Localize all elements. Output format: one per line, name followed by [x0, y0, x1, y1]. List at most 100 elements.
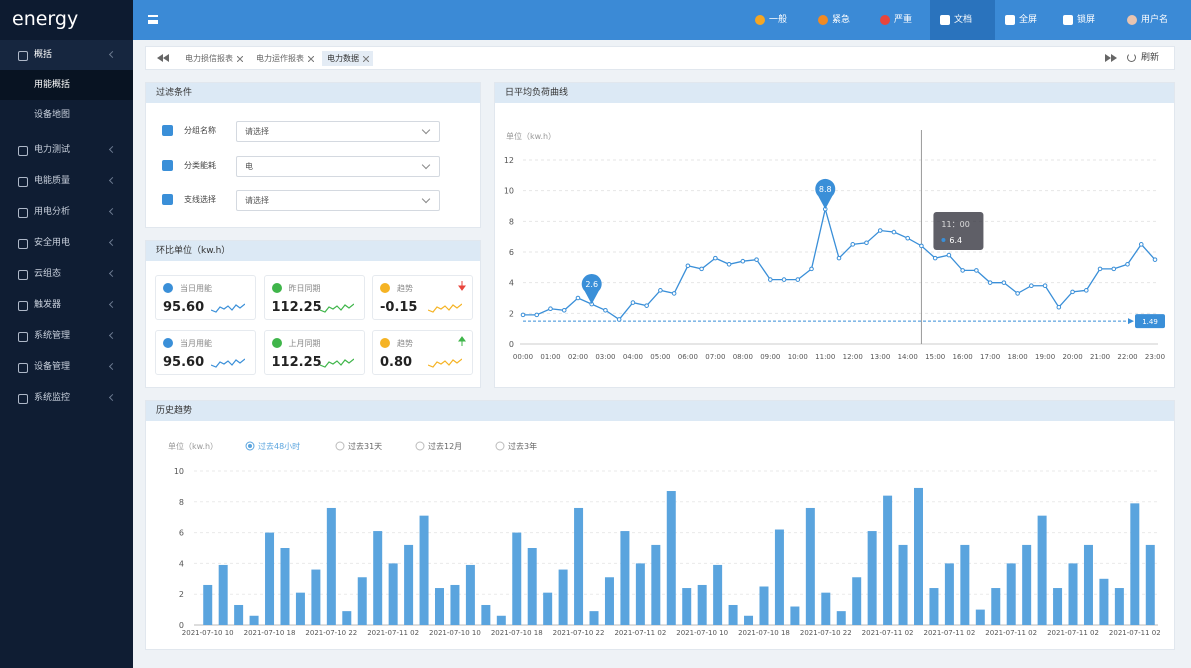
nav-icon: [755, 14, 765, 25]
tooltip-value: 6.4: [949, 236, 962, 245]
radio[interactable]: [495, 441, 505, 451]
sparkline: [428, 303, 462, 313]
tab-prev[interactable]: [157, 54, 169, 62]
menu-icon: [18, 332, 28, 342]
tab-close[interactable]: [363, 56, 369, 62]
menu-icon: [18, 177, 28, 187]
point: [658, 288, 663, 293]
point: [891, 229, 897, 235]
point: [974, 268, 979, 273]
stat-card: 趋势 -0.15: [372, 275, 473, 320]
bar: [203, 584, 213, 625]
y-tick-label: 8: [179, 498, 184, 507]
nav-item[interactable]: 紧急: [818, 0, 850, 40]
x-tick-label: 2021-07-11 02: [985, 629, 1037, 637]
x-tick-label: 05:00: [650, 353, 670, 361]
point: [671, 291, 677, 296]
point: [740, 258, 746, 264]
point: [575, 295, 581, 301]
radio[interactable]: [335, 441, 345, 451]
x-tick-label: 11:00: [815, 353, 835, 361]
tab-next[interactable]: [1105, 54, 1117, 62]
bar: [265, 532, 275, 625]
x-tick-label: 01:00: [540, 353, 560, 361]
sparkline: [428, 358, 462, 368]
point: [754, 257, 759, 262]
point: [644, 303, 649, 308]
nav-label: 用户名: [1141, 15, 1169, 25]
menu-item[interactable]: 触发器: [0, 290, 133, 320]
point: [768, 277, 773, 282]
submenu-item[interactable]: 设备地图: [34, 110, 71, 120]
menu-item[interactable]: 用电分析: [0, 197, 133, 227]
bar: [295, 592, 305, 625]
refresh[interactable]: 刷新: [1127, 51, 1159, 66]
submenu-item[interactable]: 用能概括: [0, 70, 133, 100]
nav-item[interactable]: 严重: [880, 0, 912, 40]
menu-item[interactable]: 安全用电: [0, 228, 133, 258]
y-tick-label: 4: [509, 279, 514, 288]
tab-close[interactable]: [308, 56, 314, 62]
filter-select[interactable]: 请选择: [236, 121, 440, 142]
bar: [249, 615, 259, 625]
nav-item[interactable]: 用户名: [1127, 0, 1168, 40]
point: [630, 300, 636, 305]
tab[interactable]: 电力运作报表: [251, 51, 318, 66]
nav-item[interactable]: 锁屏: [1063, 0, 1095, 40]
menu-item[interactable]: 设备管理: [0, 352, 133, 382]
sparkline: [319, 358, 354, 368]
x-tick-label: 2021-07-11 02: [1109, 629, 1161, 637]
bar: [821, 592, 831, 625]
menu-item[interactable]: 电力测试: [0, 135, 133, 165]
y-tick-label: 10: [504, 187, 514, 196]
bar: [836, 611, 846, 625]
menu-icon: [18, 394, 28, 404]
point: [561, 307, 567, 313]
x-tick-label: 17:00: [980, 353, 1000, 361]
logo[interactable]: energy: [0, 0, 133, 40]
menu-item[interactable]: 电能质量: [0, 166, 133, 196]
card-icon: [380, 338, 390, 348]
radio[interactable]: [415, 441, 425, 451]
x-tick-label: 08:00: [733, 353, 753, 361]
menu-toggle[interactable]: [148, 15, 158, 24]
point: [1152, 257, 1158, 262]
point: [1138, 242, 1144, 247]
card-icon: [380, 283, 390, 293]
tab[interactable]: 电力损信报表: [180, 51, 247, 66]
nav-item[interactable]: 文档: [940, 0, 972, 40]
x-tick-label: 09:00: [760, 353, 780, 361]
nav-label: 锁屏: [1077, 15, 1096, 25]
x-tick-label: 2021-07-11 02: [923, 629, 975, 637]
bar: [991, 588, 1001, 625]
bar: [1053, 588, 1063, 625]
card-icon: [271, 283, 282, 293]
filter-select[interactable]: 请选择: [236, 190, 440, 211]
menu-item[interactable]: 概括: [0, 40, 133, 70]
x-tick-label: 2021-07-10 22: [800, 629, 852, 637]
bar: [682, 588, 692, 625]
bar: [326, 507, 336, 625]
mark-point-label: 8.8: [819, 185, 832, 194]
filter-select[interactable]: 电: [236, 155, 440, 177]
card-label: 昨日同期: [288, 284, 321, 293]
tab-close[interactable]: [237, 56, 243, 62]
y-tick-label: 8: [509, 217, 514, 226]
card-label: 当月用能: [180, 339, 212, 348]
card-label: 上月同期: [288, 339, 321, 348]
nav-item[interactable]: 一般: [755, 0, 787, 40]
bar: [589, 611, 599, 625]
menu-item[interactable]: 云组态: [0, 259, 133, 289]
radio-label: 过去31天: [348, 441, 382, 451]
bar: [713, 564, 723, 625]
x-tick-label: 00:00: [513, 353, 533, 361]
bar: [357, 577, 367, 625]
tab[interactable]: 电力数据: [322, 51, 373, 66]
x-tick-label: 18:00: [1008, 353, 1028, 361]
bar: [373, 531, 383, 625]
nav-item[interactable]: 全屏: [1005, 0, 1037, 40]
menu-item[interactable]: 系统管理: [0, 321, 133, 351]
stat-card: 上月同期 112.25: [263, 330, 365, 375]
menu-item[interactable]: 系统监控: [0, 383, 133, 413]
nav-icon: [1063, 14, 1073, 25]
